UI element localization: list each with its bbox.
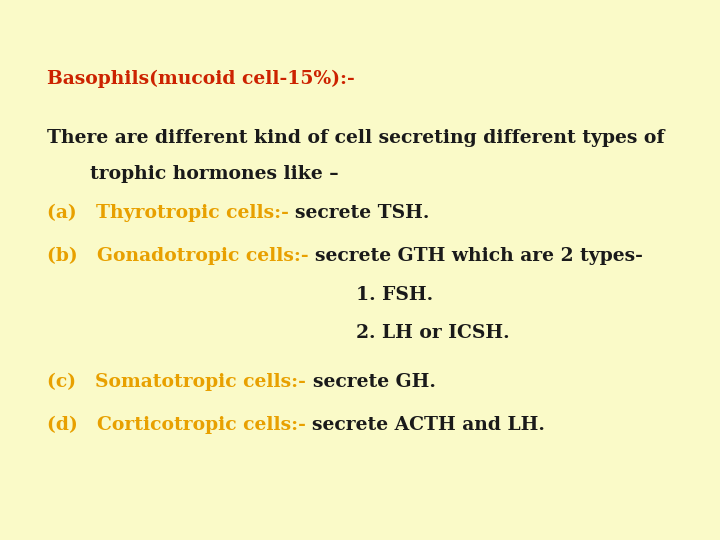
Text: 1. FSH.: 1. FSH. (356, 286, 433, 304)
Text: Corticotropic cells:-: Corticotropic cells:- (97, 416, 312, 434)
Text: secrete GTH which are 2 types-: secrete GTH which are 2 types- (315, 247, 643, 265)
Text: Gonadotropic cells:-: Gonadotropic cells:- (97, 247, 315, 265)
Text: Thyrotropic cells:-: Thyrotropic cells:- (96, 204, 295, 222)
Text: (a): (a) (47, 204, 96, 222)
Text: 2. LH or ICSH.: 2. LH or ICSH. (356, 324, 510, 342)
Text: secrete GH.: secrete GH. (312, 373, 436, 390)
Text: trophic hormones like –: trophic hormones like – (90, 165, 338, 183)
Text: (b): (b) (47, 247, 97, 265)
Text: secrete TSH.: secrete TSH. (295, 204, 430, 222)
Text: Somatotropic cells:-: Somatotropic cells:- (95, 373, 312, 390)
Text: Basophils(mucoid cell-15%):-: Basophils(mucoid cell-15%):- (47, 70, 354, 87)
Text: (d): (d) (47, 416, 97, 434)
Text: There are different kind of cell secreting different types of: There are different kind of cell secreti… (47, 129, 665, 147)
Text: (c): (c) (47, 373, 95, 390)
Text: secrete ACTH and LH.: secrete ACTH and LH. (312, 416, 545, 434)
